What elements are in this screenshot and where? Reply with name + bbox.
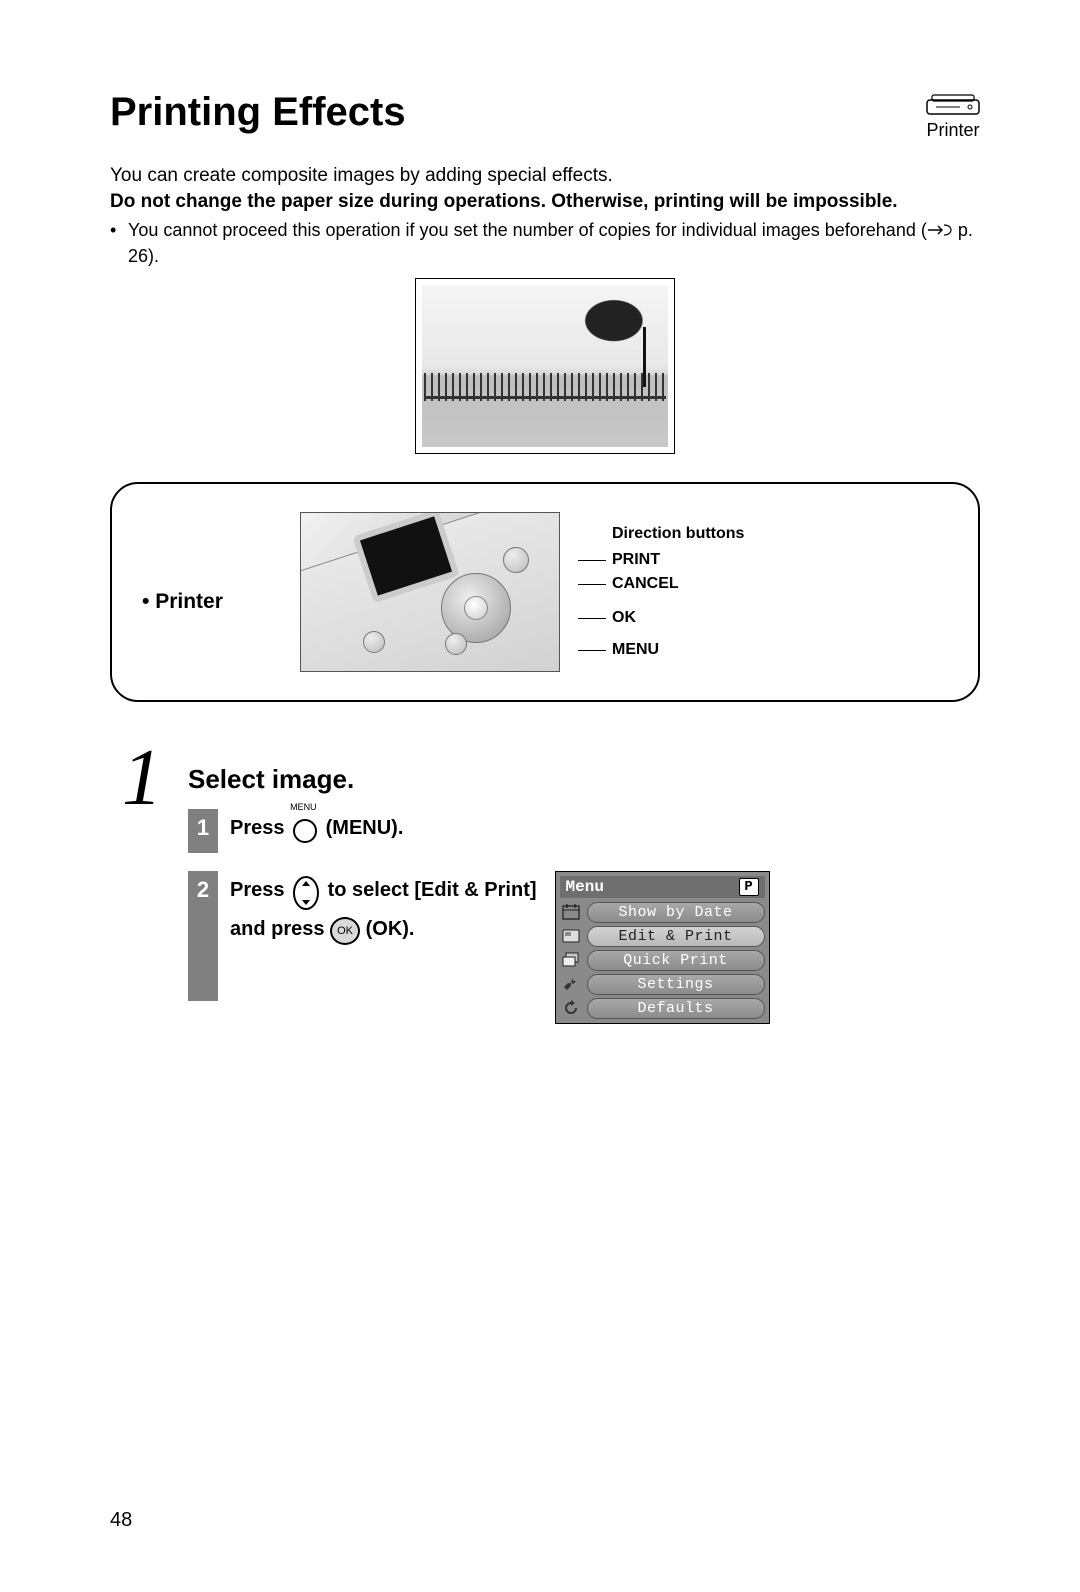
menu-item: Defaults xyxy=(560,998,765,1019)
printer-icon xyxy=(926,94,980,116)
menu-item: Quick Print xyxy=(560,950,765,971)
stack-icon xyxy=(560,950,582,970)
substep-2-text: Press to select [Edit & Print] and press… xyxy=(230,871,537,948)
p-badge-icon: P xyxy=(739,878,759,896)
menu-item-label: Show by Date xyxy=(587,902,765,923)
ok-button-icon: OK xyxy=(330,917,360,945)
substep-number-2: 2 xyxy=(188,871,218,1001)
diagram-label-printer: Printer xyxy=(142,570,282,614)
menu-item-label: Settings xyxy=(587,974,765,995)
substep-number-1: 1 xyxy=(188,809,218,853)
callout-print: PRINT xyxy=(612,551,744,569)
callout-direction-buttons: Direction buttons xyxy=(612,525,744,543)
menu-item: Edit & Print xyxy=(560,926,765,947)
callout-ok: OK xyxy=(612,609,744,627)
menu-button-icon: MENU xyxy=(293,810,317,848)
updown-button-icon xyxy=(293,872,319,910)
menu-item: Settings xyxy=(560,974,765,995)
page-number: 48 xyxy=(110,1509,132,1532)
wrench-icon xyxy=(560,974,582,994)
page-title: Printing Effects xyxy=(110,90,406,135)
step-title: Select image. xyxy=(188,764,980,795)
calendar-icon xyxy=(560,902,582,922)
printer-diagram-panel: Printer Direction buttons PRINT CANCEL O… xyxy=(110,482,980,702)
intro-text: You can create composite images by addin… xyxy=(110,163,980,189)
bullet-dot: • xyxy=(110,218,128,268)
menu-item-label: Defaults xyxy=(587,998,765,1019)
printer-category-text: Printer xyxy=(926,120,979,141)
callout-menu: MENU xyxy=(612,641,744,659)
callout-cancel: CANCEL xyxy=(612,575,744,593)
substep-1-text: Press MENU (MENU). xyxy=(230,809,980,848)
refresh-icon xyxy=(560,998,582,1018)
card-icon xyxy=(560,926,582,946)
menu-screen-title: Menu xyxy=(566,878,604,896)
menu-screenshot: Menu P Show by Date Edit & Print Quick Pri… xyxy=(555,871,770,1024)
pointer-icon xyxy=(927,219,953,243)
menu-item-label: Quick Print xyxy=(587,950,765,971)
printer-photo xyxy=(300,512,560,672)
step-number-1: 1 xyxy=(110,746,174,1042)
sample-effect-image xyxy=(415,278,675,454)
menu-item-label: Edit & Print xyxy=(587,926,765,947)
printer-category-label: Printer xyxy=(926,94,980,141)
intro-bullet: You cannot proceed this operation if you… xyxy=(128,218,980,268)
menu-item: Show by Date xyxy=(560,902,765,923)
intro-warning: Do not change the paper size during oper… xyxy=(110,189,980,215)
